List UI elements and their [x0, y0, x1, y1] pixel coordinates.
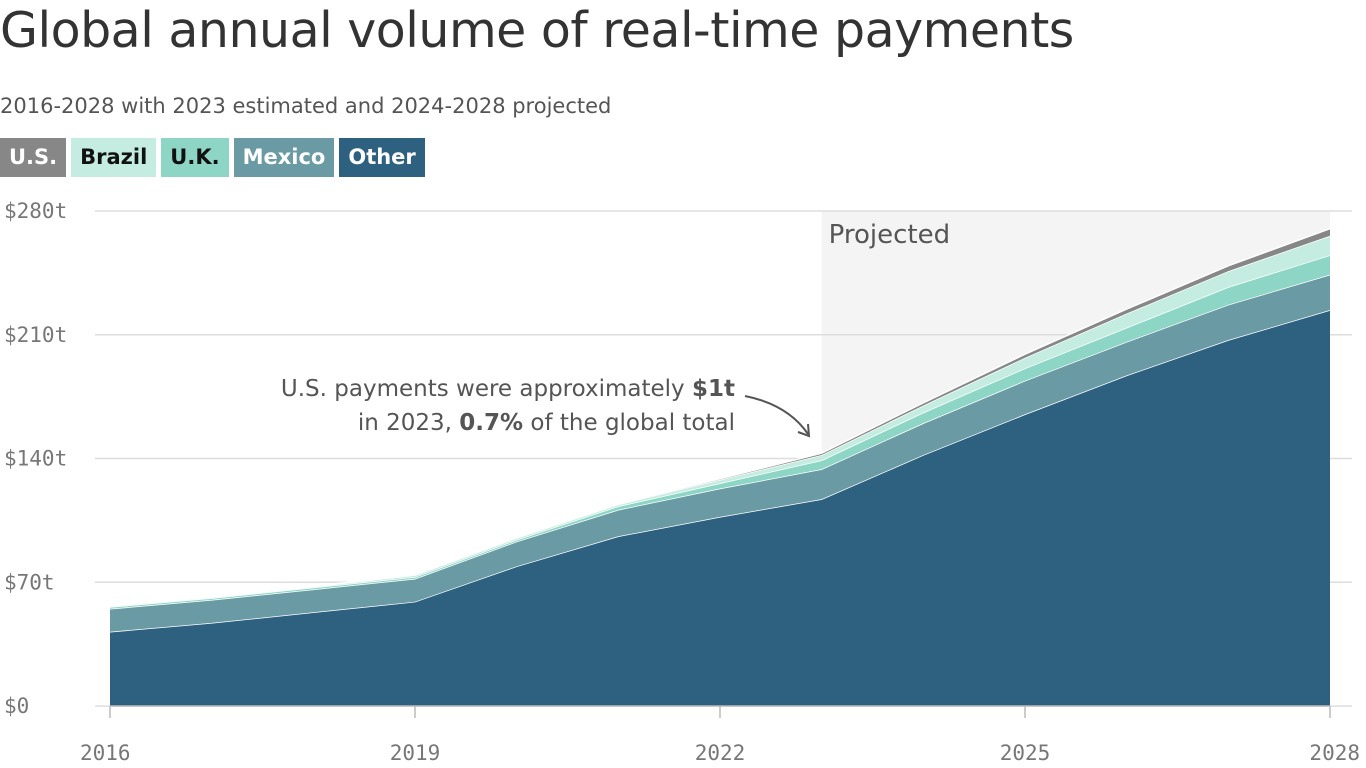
area-edge — [109, 227, 1331, 607]
annotation-part: of the global total — [523, 410, 735, 436]
annotation-part: U.S. payments were approximately — [281, 376, 692, 402]
legend-item: Other — [339, 138, 425, 177]
legend: U.S. Brazil U.K. Mexico Other — [0, 138, 425, 177]
x-tick-label: 2016 — [80, 741, 131, 765]
annotation-part: $1t — [692, 376, 735, 402]
y-tick-label: $140t — [4, 447, 67, 471]
annotation: U.S. payments were approximately $1t — [281, 376, 735, 402]
area — [110, 310, 1330, 706]
chart-subtitle: 2016-2028 with 2023 estimated and 2024-2… — [0, 94, 612, 118]
chart-title: Global annual volume of real-time paymen… — [0, 2, 1074, 59]
annotation-part: in 2023, — [358, 410, 459, 436]
legend-item: Mexico — [233, 138, 335, 177]
legend-item: U.S. — [0, 138, 67, 177]
y-tick-label: $70t — [4, 570, 55, 594]
y-tick-label: $280t — [4, 199, 67, 223]
y-tick-label: $210t — [4, 323, 67, 347]
y-tick-label: $0 — [4, 694, 29, 718]
annotation-arrowhead — [797, 423, 811, 438]
projected-label: Projected — [829, 220, 950, 250]
annotation-arrow — [744, 395, 809, 435]
legend-item: U.K. — [161, 138, 229, 177]
x-tick-label: 2019 — [390, 741, 441, 765]
legend-item: Brazil — [71, 138, 157, 177]
x-tick-label: 2025 — [1000, 741, 1051, 765]
x-tick-label: 2028 — [1309, 741, 1360, 765]
annotation: in 2023, 0.7% of the global total — [358, 410, 735, 436]
annotation-part: 0.7% — [459, 410, 523, 436]
x-tick-label: 2022 — [695, 741, 746, 765]
